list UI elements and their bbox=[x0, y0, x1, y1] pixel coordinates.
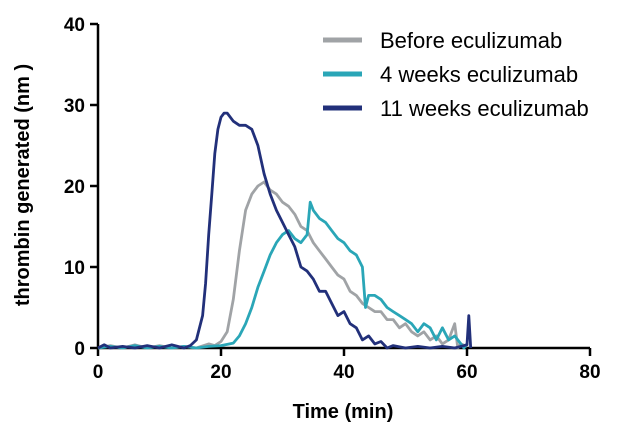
legend: Before eculizumab 4 weeks eculizumab 11 we… bbox=[323, 28, 589, 121]
x-axis-title: Time (min) bbox=[293, 401, 394, 423]
x-axis-ticks: 0 20 40 60 80 bbox=[93, 348, 601, 383]
series-line-1 bbox=[97, 180, 468, 350]
y-tick-label: 30 bbox=[64, 96, 85, 117]
x-tick-label: 40 bbox=[333, 362, 354, 383]
legend-label-1: Before eculizumab bbox=[380, 28, 562, 53]
series-line-3 bbox=[97, 111, 473, 350]
x-tick-label: 20 bbox=[210, 362, 231, 383]
y-axis-ticks: 0 10 20 30 40 bbox=[64, 15, 98, 360]
y-tick-label: 40 bbox=[64, 15, 85, 36]
series-layer bbox=[97, 111, 473, 350]
legend-label-3: 11 weeks eculizumab bbox=[380, 96, 589, 121]
x-tick-label: 60 bbox=[456, 362, 477, 383]
x-tick-label: 0 bbox=[93, 362, 104, 383]
y-axis-title: thrombin generated (nm ) bbox=[12, 64, 34, 306]
series-line-2 bbox=[97, 200, 469, 350]
y-tick-label: 0 bbox=[74, 339, 85, 360]
y-tick-label: 20 bbox=[64, 177, 85, 198]
legend-label-2: 4 weeks eculizumab bbox=[380, 62, 578, 87]
x-tick-label: 80 bbox=[579, 362, 600, 383]
y-tick-label: 10 bbox=[64, 258, 85, 279]
